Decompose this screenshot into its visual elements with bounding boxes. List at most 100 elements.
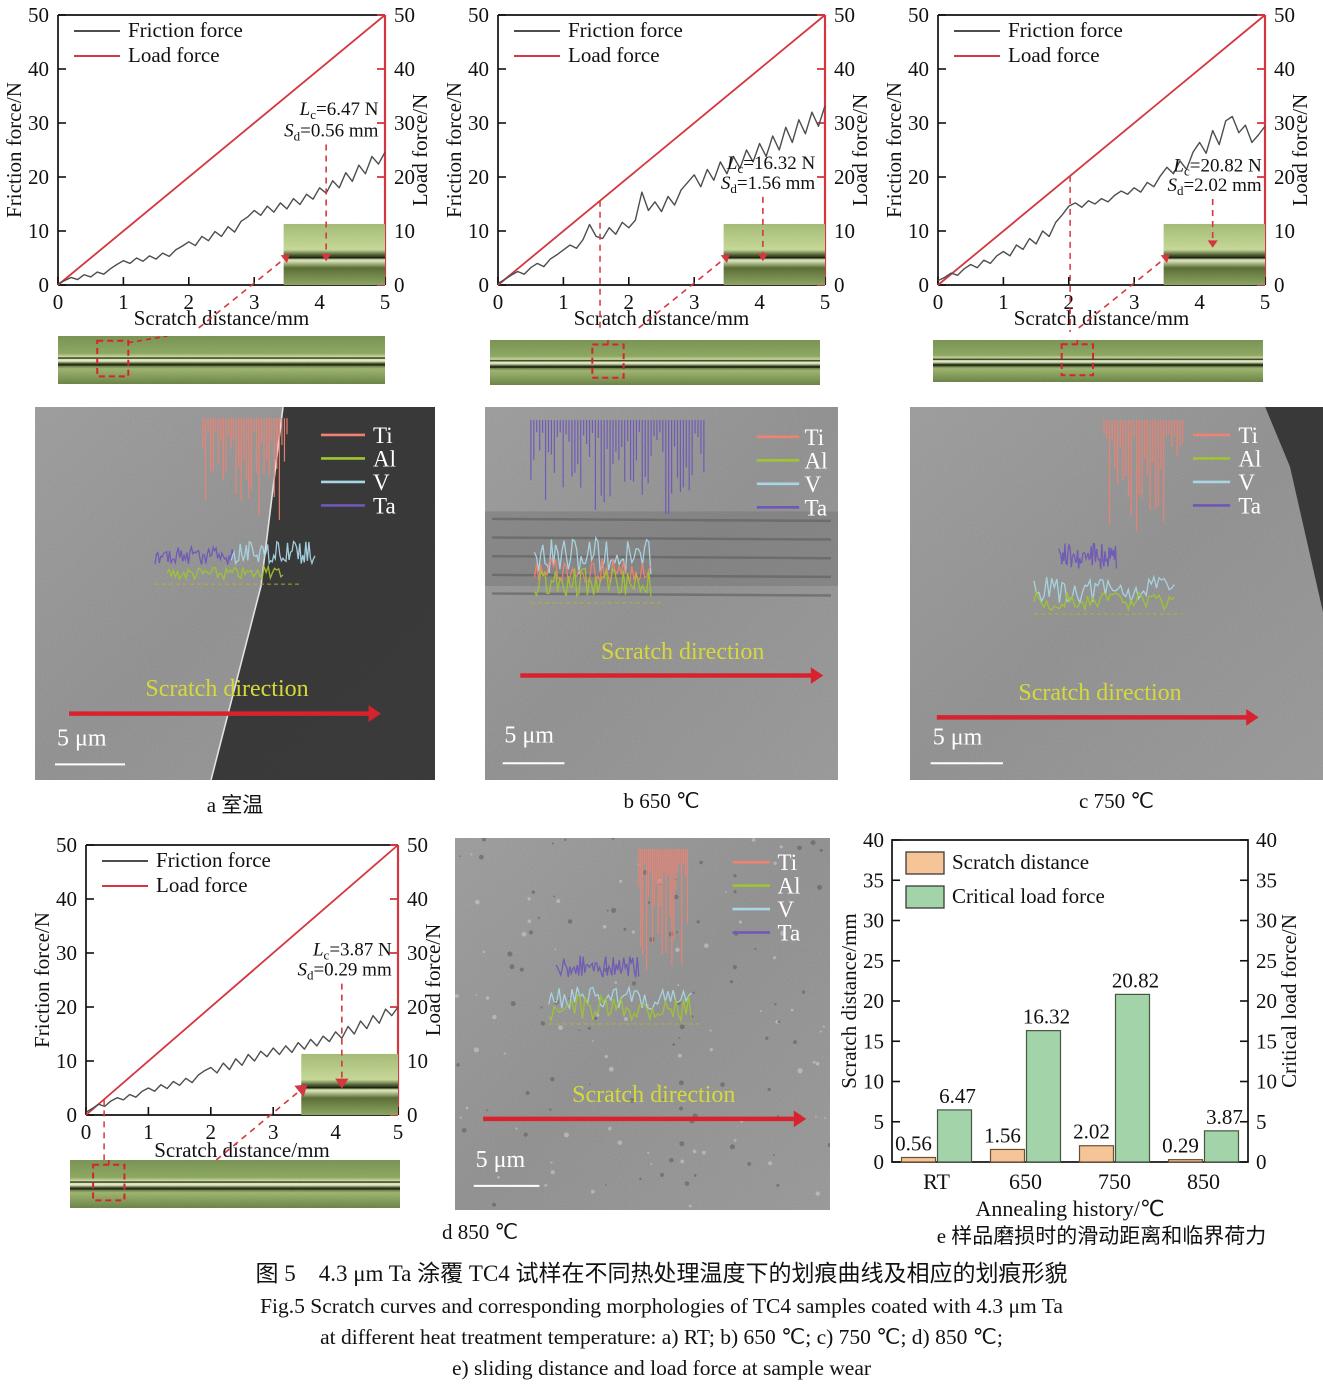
svg-text:0: 0	[493, 290, 504, 314]
svg-text:2: 2	[206, 1120, 217, 1144]
dark-region	[211, 407, 435, 780]
scale-bar-label: 5 μm	[476, 1147, 526, 1173]
strip-svg-b	[490, 340, 820, 385]
annotation-sd: Sd=2.02 mm	[1167, 175, 1261, 198]
x-category-label: 850	[1187, 1169, 1220, 1194]
svg-text:40: 40	[908, 57, 929, 81]
svg-text:20: 20	[1274, 165, 1295, 189]
svg-text:15: 15	[863, 1029, 884, 1053]
x-axis-label: Annealing history/℃	[975, 1196, 1164, 1221]
svg-text:20: 20	[407, 995, 428, 1019]
legend-friction-force: Friction force	[156, 848, 271, 872]
svg-text:40: 40	[1256, 830, 1277, 852]
annotation-lc: Lc=3.87 N	[312, 940, 392, 963]
legend-label-al: Al	[373, 446, 396, 471]
svg-text:10: 10	[56, 1049, 77, 1073]
svg-text:0: 0	[874, 1150, 885, 1174]
svg-text:10: 10	[908, 219, 929, 243]
svg-text:0: 0	[407, 1103, 418, 1127]
strip-svg-c	[933, 340, 1263, 382]
svg-text:20: 20	[1256, 989, 1277, 1013]
svg-text:50: 50	[407, 833, 428, 857]
y-axis-label-right: Load force/N	[1288, 94, 1312, 207]
svg-text:30: 30	[468, 111, 489, 135]
eds-trace-al	[1033, 590, 1175, 612]
legend-friction-force: Friction force	[1008, 18, 1123, 42]
y-axis-label-right: Load force/N	[848, 94, 872, 207]
svg-text:3: 3	[1129, 290, 1140, 314]
panel-caption-d: d 850 ℃	[441, 1220, 519, 1244]
legend-label-ti: Ti	[1238, 423, 1258, 448]
bar-chart-e: 0 0 5 5 10 10 15 15 20 20 25 25 30 30 35 35 40 40 0.56 6.47…	[837, 828, 1323, 1222]
bar-value-label: 20.82	[1112, 968, 1159, 992]
bar-value-label: 0.56	[895, 1131, 932, 1155]
sem-image-c: Ti Al V Ta Scratch direction 5 μm	[910, 407, 1323, 780]
svg-text:2: 2	[1064, 290, 1075, 314]
bar-critical-load-RT	[936, 1109, 973, 1163]
annotation-sd: Sd=0.56 mm	[284, 121, 378, 144]
bar-value-label: 6.47	[939, 1084, 976, 1108]
svg-text:30: 30	[834, 111, 855, 135]
figure-caption-en-2: at different heat treatment temperature:…	[320, 1325, 1003, 1349]
svg-text:20: 20	[908, 165, 929, 189]
svg-text:20: 20	[834, 165, 855, 189]
svg-text:5: 5	[820, 290, 831, 314]
scratch-direction-label: Scratch direction	[1018, 680, 1181, 706]
scratch-chart-d: 0 0 10 10 20 20 30 30 40 40 50 50 0 1 2 3 4 5 Scratch dist…	[30, 832, 450, 1164]
x-axis-label: Scratch distance/mm	[1014, 306, 1190, 330]
svg-text:10: 10	[468, 219, 489, 243]
annotation-sd: Sd=0.29 mm	[297, 960, 391, 983]
svg-text:5: 5	[1256, 1110, 1267, 1134]
svg-text:4: 4	[1194, 290, 1205, 314]
svg-text:20: 20	[468, 165, 489, 189]
figure-caption: 图 5 4.3 μm Ta 涂覆 TC4 试样在不同热处理温度下的划痕曲线及相应…	[0, 1256, 1323, 1384]
bar-critical-load-750	[1114, 993, 1151, 1163]
x-axis-label: Scratch distance/mm	[134, 306, 310, 330]
svg-text:10: 10	[863, 1070, 884, 1094]
bar-value-label: 1.56	[984, 1123, 1021, 1147]
y-axis-label-right: Load force/N	[421, 924, 445, 1037]
figure-caption-en-3: e) sliding distance and load force at sa…	[451, 1356, 872, 1380]
eds-trace-ti	[533, 557, 652, 585]
strip-svg-d	[70, 1160, 400, 1208]
svg-text:2: 2	[624, 290, 635, 314]
sem-image-b: Ti Al V Ta Scratch direction 5 μm	[485, 407, 838, 780]
optical-strip-b	[490, 340, 820, 385]
svg-text:3: 3	[249, 290, 260, 314]
x-category-label: 750	[1098, 1169, 1131, 1194]
svg-text:50: 50	[28, 3, 49, 27]
svg-text:0: 0	[919, 273, 930, 297]
arrowhead	[335, 1078, 349, 1089]
bar-value-label: 2.02	[1073, 1120, 1110, 1144]
zoom-region-box	[1060, 343, 1095, 377]
friction-force-curve	[57, 151, 386, 285]
friction-force-curve	[497, 105, 826, 284]
eds-trace-v	[548, 985, 692, 1010]
svg-text:25: 25	[1256, 949, 1277, 973]
optical-strip-d	[70, 1160, 400, 1208]
legend-label-ti: Ti	[778, 850, 798, 875]
svg-text:3: 3	[268, 1120, 279, 1144]
svg-text:30: 30	[394, 111, 415, 135]
svg-text:0: 0	[834, 273, 845, 297]
legend-critical-load-force: Critical load force	[952, 884, 1105, 908]
svg-text:50: 50	[468, 3, 489, 27]
legend-label-ta: Ta	[373, 493, 396, 518]
svg-text:0: 0	[1274, 273, 1285, 297]
eds-trace-ti	[202, 418, 288, 520]
svg-text:25: 25	[863, 949, 884, 973]
legend-load-force: Load force	[128, 43, 220, 67]
svg-text:0: 0	[479, 273, 490, 297]
svg-text:5: 5	[393, 1120, 404, 1144]
panel-caption-e: e 样品磨损时的滑动距离和临界荷力	[936, 1224, 1267, 1248]
svg-text:30: 30	[1256, 909, 1277, 933]
annotation-lc: Lc=16.32 N	[726, 153, 816, 176]
sem-image-d: Ti Al V Ta Scratch direction 5 μm	[454, 836, 832, 1210]
arrowhead	[1160, 254, 1170, 264]
svg-text:0: 0	[1256, 1150, 1267, 1174]
svg-text:10: 10	[28, 219, 49, 243]
svg-text:0: 0	[67, 1103, 78, 1127]
